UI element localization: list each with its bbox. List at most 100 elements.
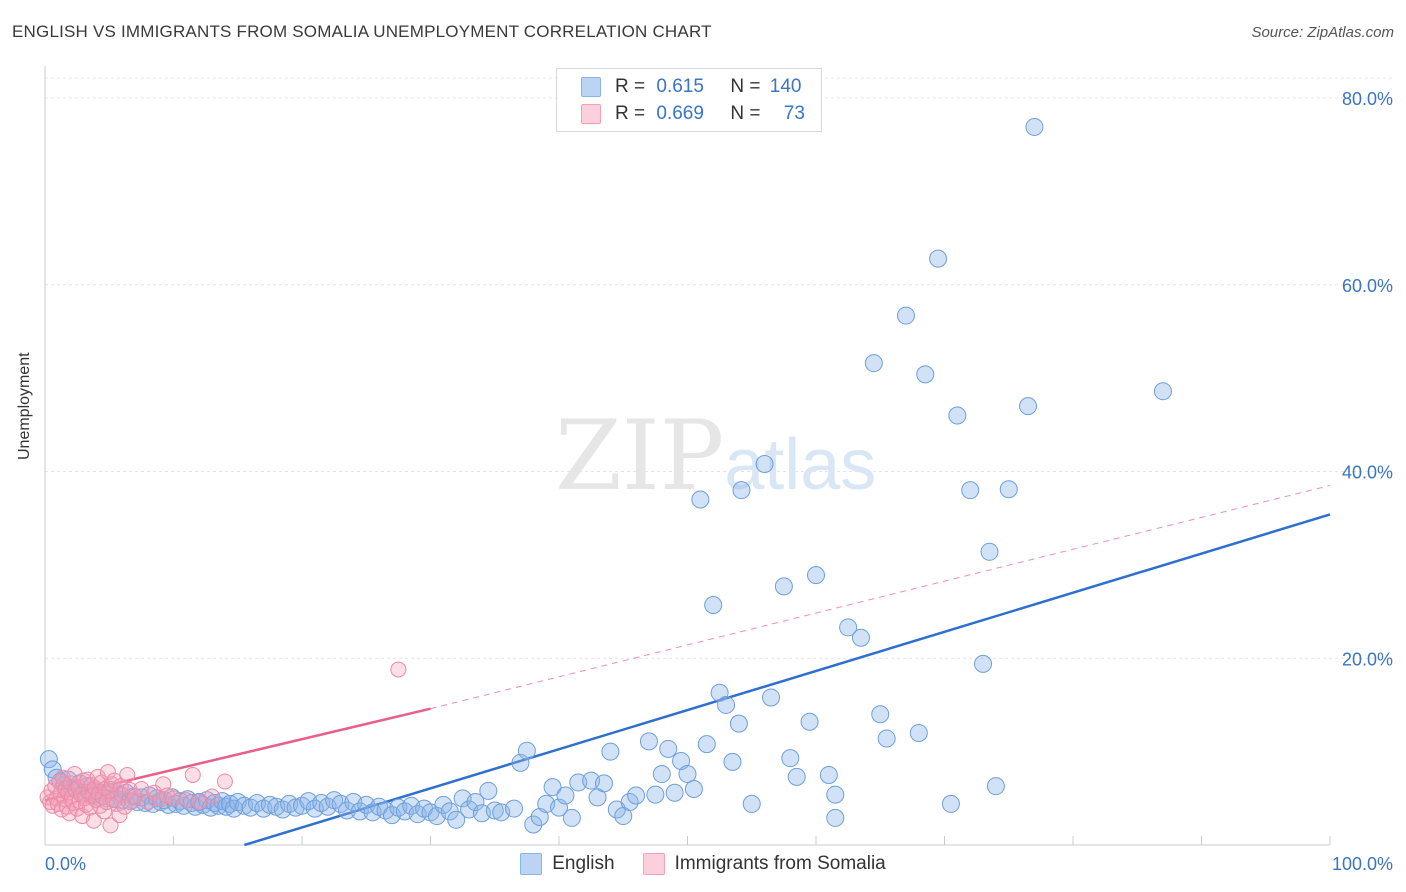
x-tick-label-min: 0.0% [45,854,86,874]
english-point [1019,397,1038,416]
english-point [697,735,716,754]
english-point [665,783,684,802]
english-trend-line [243,513,1331,847]
english-point [1153,382,1172,401]
english-point [485,801,504,820]
somalia-point [184,766,201,783]
somalia-trend-line [44,707,431,802]
somalia-point [99,764,116,781]
somalia-point [96,803,113,820]
tick-labels: 20.0% 40.0% 60.0% 80.0% 0.0% 100.0% [45,89,1393,874]
english-point [755,455,774,474]
english-n-label: N = [730,76,766,97]
english-point [672,751,691,770]
english-r-label: R = [615,76,651,97]
english-point [948,406,967,425]
somalia-point [102,817,119,834]
english-point [787,767,806,786]
somalia-n-label: N = [730,103,766,124]
y-tick-label: 40.0% [1342,463,1393,483]
somalia-point [178,792,195,809]
english-point [447,810,466,829]
english-point [909,723,928,742]
english-point [774,577,793,596]
english-point [851,628,870,647]
english-point [826,785,845,804]
somalia-point [139,794,156,811]
english-point [562,808,581,827]
english-legend-label: English [552,853,615,874]
english-point [916,365,935,384]
english-point [704,596,723,615]
english-point [781,749,800,768]
somalia-swatch [581,104,601,124]
english-point [961,481,980,500]
english-point [543,778,562,797]
english-point [980,542,999,561]
grid-lines [45,77,1392,659]
english-point [652,765,671,784]
x-tick-label-max: 100.0% [1332,854,1393,874]
somalia-point [85,812,102,829]
english-point [807,566,825,585]
trend-lines [44,485,1331,847]
english-point [717,695,736,714]
english-point [871,705,890,724]
english-point [691,490,710,509]
y-tick-label: 60.0% [1342,276,1393,296]
chart-title: ENGLISH VS IMMIGRANTS FROM SOMALIA UNEMP… [12,22,712,41]
english-point [466,793,485,812]
english-point [864,354,883,373]
somalia-legend-label: Immigrants from Somalia [674,853,886,874]
english-point [524,815,543,834]
watermark-zip: ZIP [555,400,725,512]
somalia-point [61,805,78,822]
english-point [941,794,960,813]
english-point [742,794,761,813]
somalia-point [62,775,79,792]
english-point [819,765,838,784]
english-legend-swatch [520,853,543,875]
somalia-point [119,766,136,783]
english-point [684,779,703,798]
english-point [762,688,781,707]
english-point [39,750,58,769]
english-point [986,777,1005,796]
english-point [601,742,620,761]
english-point [620,793,639,812]
legend-item-english[interactable]: English [520,851,615,877]
english-point [929,249,948,268]
english-point [505,799,524,818]
english-n-value: 140 [769,76,802,97]
english-point [659,739,678,758]
english-point [826,808,845,827]
correlation-legend: R = 0.615 N = 140 R = 0.669 N = 73 [556,68,822,132]
english-swatch [581,77,601,97]
english-point [1025,117,1044,136]
english-point [896,306,915,325]
english-point [646,785,665,804]
zipatlas-watermark: ZIPatlas [555,400,876,512]
somalia-point [165,790,182,807]
english-point [877,729,896,748]
english-point [479,781,498,800]
english-point [678,765,697,784]
english-point [800,712,819,731]
somalia-n-value: 73 [783,103,805,124]
english-point [350,802,369,821]
english-point [639,732,658,751]
english-point [839,618,858,637]
english-point [241,798,260,817]
somalia-legend-swatch [642,853,665,875]
english-point [517,741,536,760]
y-tick-label: 20.0% [1342,649,1393,669]
somalia-r-label: R = [615,103,651,124]
english-point [530,807,549,826]
axes [44,66,1331,846]
english-point [594,774,613,793]
legend-item-somalia[interactable]: Immigrants from Somalia [642,851,886,877]
english-point [974,654,993,673]
somalia-point [111,807,128,824]
somalia-point [390,661,407,678]
